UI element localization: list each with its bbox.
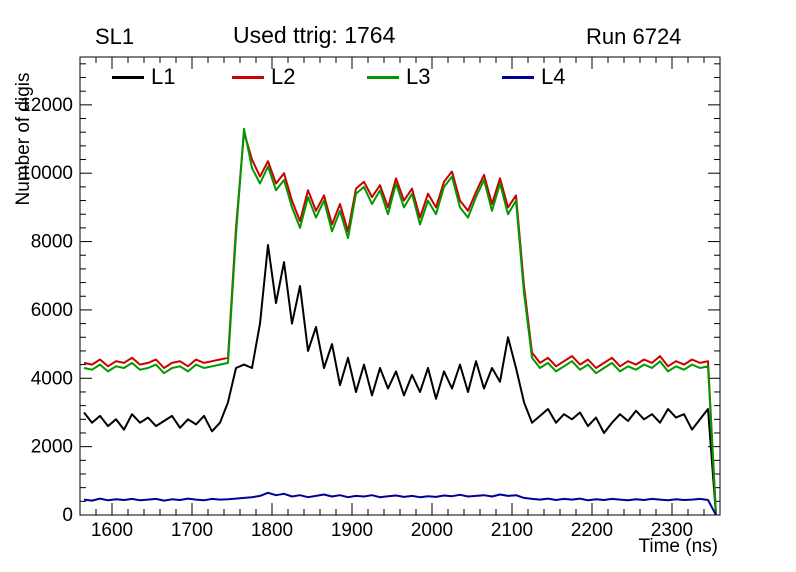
y-tick-label: 12000 [20,95,73,116]
y-axis-title: Number of digis [13,72,34,206]
series-line-l4 [83,491,717,516]
x-tick-label: 2100 [491,520,533,541]
y-tick-label: 8000 [31,232,73,253]
series-line-l2 [83,131,717,516]
x-tick-label: 1900 [331,520,373,541]
y-tick-label: 0 [62,505,73,526]
x-tick-label: 1600 [91,520,133,541]
plot-title-center: Used ttrig: 1764 [233,22,396,48]
plot-frame [79,56,721,516]
y-tick-label: 2000 [31,437,73,458]
plot-title-left: SL1 [95,24,135,49]
x-tick-label: 1800 [251,520,293,541]
x-axis-title: Time (ns) [638,536,718,557]
y-tick-label: 4000 [31,368,73,389]
plot-title-right: Run 6724 [586,24,682,49]
x-tick-label: 2000 [411,520,453,541]
x-tick-label: 2300 [651,520,693,541]
series-line-l3 [83,127,717,516]
x-tick-label: 1700 [171,520,213,541]
y-tick-label: 10000 [20,163,73,184]
y-tick-label: 6000 [31,300,73,321]
series-line-l1 [83,244,717,516]
x-tick-label: 2200 [571,520,613,541]
